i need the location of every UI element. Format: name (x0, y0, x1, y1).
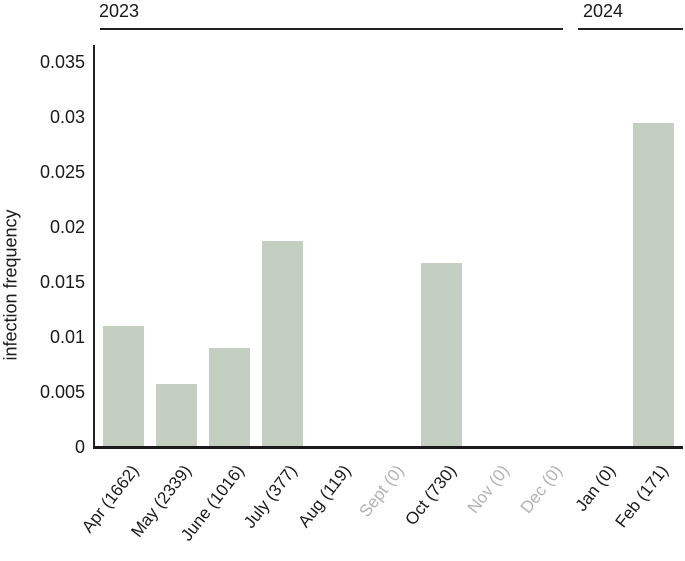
plot-area (93, 45, 683, 449)
bar-oct (420, 263, 462, 446)
year-group-label-2023: 2023 (99, 1, 140, 21)
y-tick-label: 0.015 (39, 272, 85, 292)
y-tick-label: 0.025 (39, 162, 85, 182)
year-group-label-2024: 2024 (583, 1, 624, 21)
year-group-line-2024 (578, 28, 683, 30)
bar-june (208, 348, 250, 446)
year-group-line-2023 (100, 28, 563, 30)
x-tick-label-oct: Oct (730) (401, 461, 461, 529)
y-tick-label: 0.005 (39, 382, 85, 402)
bar-may (155, 384, 197, 446)
x-tick-label-dec: Dec (0) (516, 461, 567, 518)
bar-july (261, 241, 303, 446)
y-tick-label: 0.01 (49, 327, 85, 347)
x-tick-label-july: July (377) (240, 461, 302, 532)
y-tick-label: 0.02 (49, 217, 85, 237)
x-tick-label-feb: Feb (171) (611, 461, 673, 532)
x-tick-label-nov: Nov (0) (463, 461, 514, 518)
x-tick-label-jan: Jan (0) (571, 461, 620, 515)
y-tick-label: 0 (74, 437, 85, 457)
bar-feb (632, 123, 674, 446)
y-tick-label: 0.03 (49, 107, 85, 127)
x-tick-label-sept: Sept (0) (354, 461, 408, 521)
y-tick-label: 0.035 (39, 52, 85, 72)
x-tick-label-aug: Aug (119) (294, 461, 355, 531)
bar-apr (102, 326, 144, 446)
